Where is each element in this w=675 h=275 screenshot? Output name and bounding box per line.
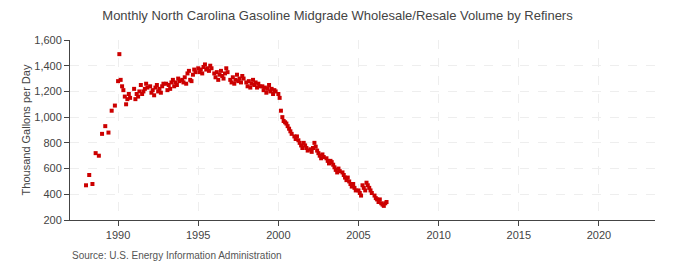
svg-text:2005: 2005: [346, 229, 370, 241]
svg-text:Source: U.S. Energy Informatio: Source: U.S. Energy Information Administ…: [72, 250, 282, 261]
svg-text:2010: 2010: [426, 229, 450, 241]
svg-text:2000: 2000: [266, 229, 290, 241]
svg-text:200: 200: [43, 214, 61, 226]
svg-text:2020: 2020: [587, 229, 611, 241]
svg-text:1,000: 1,000: [34, 111, 62, 123]
svg-text:Monthly North Carolina Gasolin: Monthly North Carolina Gasoline Midgrade…: [102, 8, 573, 23]
svg-text:Thousand Gallons per Day: Thousand Gallons per Day: [20, 64, 32, 195]
svg-text:2015: 2015: [507, 229, 531, 241]
svg-text:1995: 1995: [186, 229, 210, 241]
svg-text:600: 600: [43, 162, 61, 174]
svg-text:1,200: 1,200: [34, 85, 62, 97]
svg-text:800: 800: [43, 137, 61, 149]
svg-text:400: 400: [43, 188, 61, 200]
svg-text:1990: 1990: [106, 229, 130, 241]
svg-text:1,400: 1,400: [34, 60, 62, 72]
svg-text:1,600: 1,600: [34, 34, 62, 46]
